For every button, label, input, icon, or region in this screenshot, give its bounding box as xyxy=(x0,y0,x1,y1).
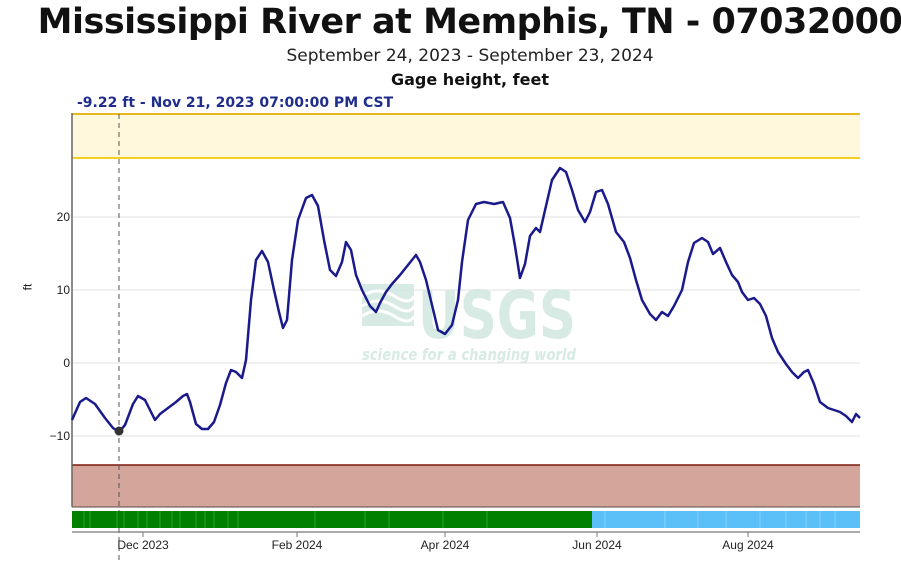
gridlines xyxy=(72,216,860,437)
parameter-label: Gage height, feet xyxy=(391,70,549,89)
y-tick-minus-10: −10 xyxy=(49,429,70,443)
x-tick-jun-2024: Jun 2024 xyxy=(572,538,622,552)
y-tick-20: 20 xyxy=(56,210,70,224)
x-tick-feb-2024: Feb 2024 xyxy=(271,538,323,552)
highlighted-point-marker[interactable] xyxy=(114,426,124,436)
usgs-watermark: USGS science for a changing world xyxy=(361,277,576,364)
y-tick-10: 10 xyxy=(56,283,70,297)
approval-status-bar xyxy=(72,511,860,528)
date-range: September 24, 2023 - September 23, 2024 xyxy=(286,46,654,66)
approved-status-segment xyxy=(72,511,592,528)
x-tick-aug-2024: Aug 2024 xyxy=(722,538,774,552)
x-tick-dec-2023: Dec 2023 xyxy=(117,538,169,552)
gage-height-line[interactable] xyxy=(70,166,861,434)
chart-title: Mississippi River at Memphis, TN - 07032… xyxy=(37,2,901,42)
tooltip-readout: -9.22 ft - Nov 21, 2023 07:00:00 PM CST xyxy=(77,95,394,111)
lower-threshold-band xyxy=(72,464,860,508)
usgs-wordmark: USGS xyxy=(418,277,576,354)
upper-threshold-band xyxy=(72,113,860,159)
x-tick-apr-2024: Apr 2024 xyxy=(420,538,470,552)
x-axis xyxy=(72,531,860,537)
y-tick-0: 0 xyxy=(63,356,70,370)
usgs-tagline: science for a changing world xyxy=(362,345,576,364)
